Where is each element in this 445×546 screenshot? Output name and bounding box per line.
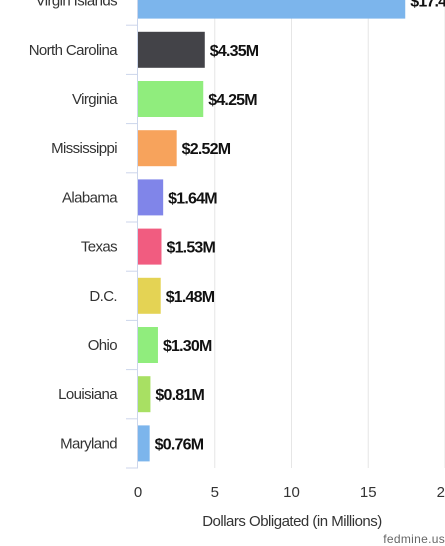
x-tick-label: 10 (283, 484, 300, 501)
bars (138, 0, 406, 462)
bar (138, 277, 161, 314)
category-labels: Virgin Islands North Carolina Virginia Miss… (29, 0, 119, 452)
value-label: $1.30M (163, 338, 212, 355)
value-label: $1.53M (166, 240, 215, 257)
x-tick-label: 20 (437, 484, 445, 501)
bar (138, 130, 177, 167)
value-label: $0.76M (155, 436, 204, 453)
value-label: $2.52M (182, 141, 231, 158)
category-label: D.C. (89, 288, 117, 305)
category-label: Texas (81, 239, 117, 256)
category-label: North Carolina (29, 42, 119, 59)
bar (138, 376, 151, 413)
category-label: Virgin Islands (36, 0, 117, 10)
value-label: $4.25M (208, 92, 257, 109)
value-label: $17.41M (410, 0, 445, 11)
bar (138, 0, 406, 19)
bar (138, 228, 162, 265)
value-labels: $17.41M $4.35M $4.25M $2.52M $1.64M $1.53M $1.… (155, 0, 445, 453)
category-label: Ohio (88, 337, 118, 354)
bar (138, 425, 150, 462)
x-tick-label: 5 (211, 484, 219, 501)
x-tick-label: 15 (360, 484, 377, 501)
category-label: Mississippi (51, 140, 117, 157)
gridlines (214, 0, 445, 468)
bar (138, 327, 158, 363)
category-label: Alabama (62, 189, 118, 206)
value-label: $0.81M (155, 387, 204, 404)
category-label: Maryland (60, 435, 117, 452)
x-tick-label: 0 (134, 484, 142, 501)
value-label: $4.35M (210, 43, 259, 60)
y-axis (126, 0, 138, 469)
credit-label: fedmine.us (383, 532, 445, 546)
value-label: $1.64M (168, 190, 217, 207)
value-label: $1.48M (166, 289, 215, 306)
category-label: Virginia (72, 91, 118, 108)
bar (138, 81, 204, 117)
bar (138, 31, 205, 68)
category-label: Louisiana (58, 386, 118, 403)
x-tick-labels: 0 5 10 15 20 (134, 484, 445, 501)
bar (138, 179, 164, 216)
x-axis-title: Dollars Obligated (in Millions) (202, 513, 382, 530)
